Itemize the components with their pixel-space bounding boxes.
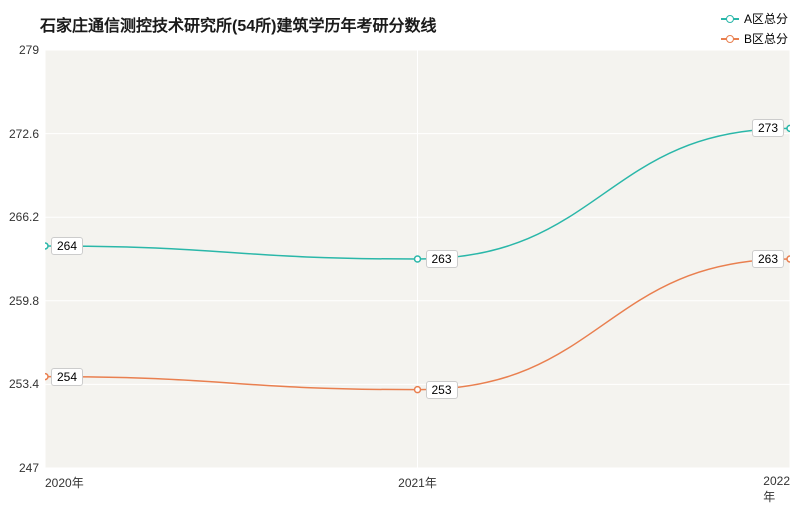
y-tick-label: 259.8 (0, 294, 39, 308)
data-label: 264 (51, 237, 83, 255)
data-label: 254 (51, 368, 83, 386)
legend-item-b: B区总分 (721, 30, 788, 47)
data-label: 263 (752, 250, 784, 268)
legend-swatch-a (721, 18, 739, 20)
legend: A区总分 B区总分 (721, 10, 788, 50)
data-label: 263 (425, 250, 457, 268)
series-marker (45, 374, 48, 380)
x-tick-label: 2022年 (763, 474, 790, 505)
series-marker (45, 243, 48, 249)
data-label: 273 (752, 119, 784, 137)
y-tick-label: 253.4 (0, 377, 39, 391)
series-marker (787, 256, 790, 262)
legend-swatch-b (721, 38, 739, 40)
data-label: 253 (425, 381, 457, 399)
x-tick-label: 2021年 (398, 474, 437, 491)
series-marker (415, 387, 421, 393)
plot-area (45, 50, 790, 468)
series-marker (787, 125, 790, 131)
legend-item-a: A区总分 (721, 10, 788, 27)
chart-container: 石家庄通信测控技术研究所(54所)建筑学历年考研分数线 A区总分 B区总分 24… (0, 0, 800, 500)
y-tick-label: 279 (0, 43, 39, 57)
y-tick-label: 266.2 (0, 210, 39, 224)
x-tick-label: 2020年 (45, 474, 84, 491)
legend-label-b: B区总分 (744, 30, 788, 47)
legend-label-a: A区总分 (744, 10, 788, 27)
y-tick-label: 272.6 (0, 127, 39, 141)
series-marker (415, 256, 421, 262)
chart-title: 石家庄通信测控技术研究所(54所)建筑学历年考研分数线 (40, 12, 436, 36)
y-tick-label: 247 (0, 461, 39, 475)
